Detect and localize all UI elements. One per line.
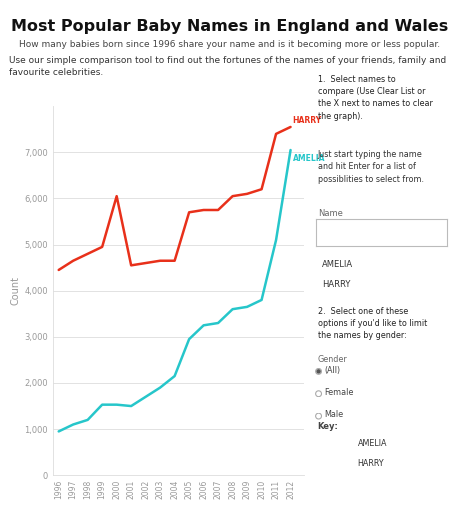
Text: Just start typing the name
and hit Enter for a list of
possiblities to select fr: Just start typing the name and hit Enter… [317, 150, 423, 184]
Text: Key:: Key: [317, 423, 338, 431]
Text: HARRY: HARRY [321, 280, 350, 289]
Text: Gender: Gender [317, 355, 347, 364]
Circle shape [316, 370, 319, 373]
Text: AMELIA: AMELIA [321, 260, 353, 269]
Text: Most Popular Baby Names in England and Wales: Most Popular Baby Names in England and W… [11, 19, 448, 33]
Text: 2.  Select one of these
options if you'd like to limit
the names by gender:: 2. Select one of these options if you'd … [317, 307, 426, 340]
Text: HARRY: HARRY [292, 116, 321, 125]
Text: 1.  Select names to
compare (Use Clear List or
the X next to names to clear
the : 1. Select names to compare (Use Clear Li… [317, 75, 431, 121]
Text: AMELIA: AMELIA [357, 439, 386, 448]
Text: (All): (All) [324, 365, 340, 374]
Y-axis label: Count: Count [10, 276, 20, 305]
Text: HARRY: HARRY [357, 459, 383, 468]
Text: AMELIA: AMELIA [292, 153, 325, 162]
Text: Male: Male [324, 410, 343, 419]
Text: Name: Name [317, 209, 342, 218]
Text: Use our simple comparison tool to find out the fortunes of the names of your fri: Use our simple comparison tool to find o… [9, 56, 446, 76]
Text: Female: Female [324, 388, 353, 397]
Text: How many babies born since 1996 share your name and is it becoming more or less : How many babies born since 1996 share yo… [19, 40, 440, 49]
